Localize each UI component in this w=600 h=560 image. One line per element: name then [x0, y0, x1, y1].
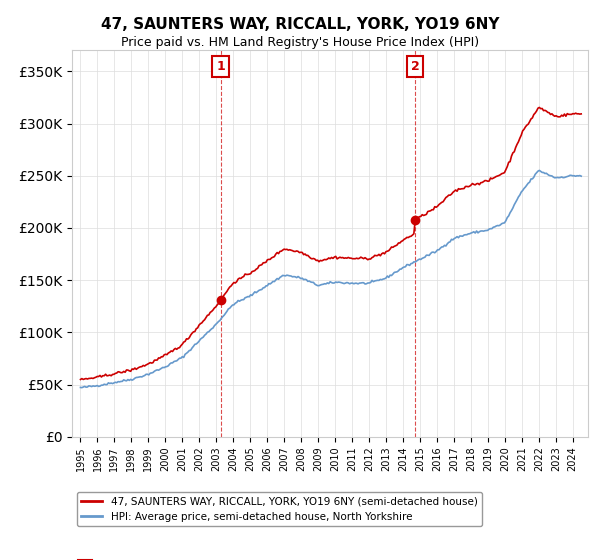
Text: 2: 2 [411, 60, 419, 73]
Text: 47, SAUNTERS WAY, RICCALL, YORK, YO19 6NY: 47, SAUNTERS WAY, RICCALL, YORK, YO19 6N… [101, 17, 499, 32]
Text: 1: 1 [216, 60, 225, 73]
Legend: 47, SAUNTERS WAY, RICCALL, YORK, YO19 6NY (semi-detached house), HPI: Average pr: 47, SAUNTERS WAY, RICCALL, YORK, YO19 6N… [77, 492, 482, 526]
Text: Price paid vs. HM Land Registry's House Price Index (HPI): Price paid vs. HM Land Registry's House … [121, 36, 479, 49]
